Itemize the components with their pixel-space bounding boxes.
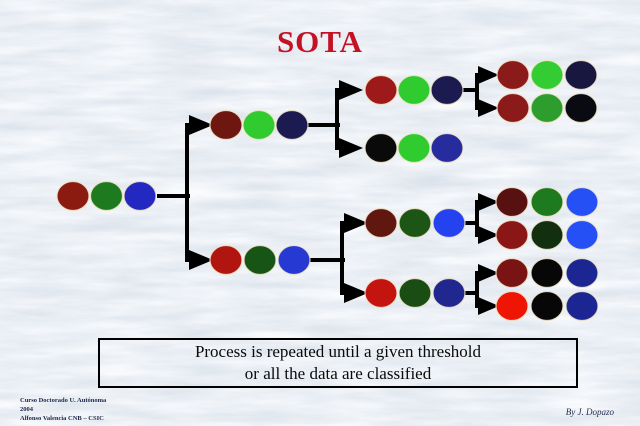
tree-node-leaf-top-upper-1-3 <box>564 59 598 91</box>
tree-node-branch-top-3 <box>275 109 309 141</box>
tree-node-leaf-bot-upper-2-1 <box>495 219 529 251</box>
tree-node-leaf-top-upper-1-1 <box>496 59 530 91</box>
branch-arrow-icon-11 <box>478 297 499 315</box>
tree-node-branch-bot-upper-3 <box>432 207 466 239</box>
branch-arrow-icon-5 <box>344 283 368 303</box>
course-credit: Curso Doctorado U. Autónoma 2004 Alfonso… <box>20 397 106 423</box>
tree-node-branch-bottom-1 <box>209 244 243 276</box>
tree-node-branch-top-lower-3 <box>430 132 464 164</box>
tree-node-leaf-bot-upper-1-3 <box>565 186 599 218</box>
branch-arrow-icon-10 <box>478 264 499 282</box>
branch-arrow-icon-4 <box>344 213 368 233</box>
tree-node-branch-bottom-3 <box>277 244 311 276</box>
tree-node-branch-top-2 <box>242 109 276 141</box>
tree-node-leaf-bot-upper-2-2 <box>530 219 564 251</box>
branch-arrow-icon-8 <box>478 193 499 211</box>
tree-node-branch-bottom-2 <box>243 244 277 276</box>
author-credit: By J. Dopazo <box>565 407 614 417</box>
tree-node-leaf-top-upper-2-2 <box>530 92 564 124</box>
tree-node-branch-top-lower-2 <box>397 132 431 164</box>
branch-arrow-icon-3 <box>339 138 363 158</box>
tree-node-branch-bot-lower-3 <box>432 277 466 309</box>
tree-node-root-3 <box>123 180 157 212</box>
tree-node-branch-top-1 <box>209 109 243 141</box>
tree-node-branch-bot-upper-2 <box>398 207 432 239</box>
tree-node-leaf-bot-lower-1-3 <box>565 257 599 289</box>
tree-node-leaf-bot-upper-2-3 <box>565 219 599 251</box>
credit-line-1: Curso Doctorado U. Autónoma <box>20 397 107 404</box>
caption-line-1: Process is repeated until a given thresh… <box>194 341 482 361</box>
slide-title: SOTA <box>276 24 364 59</box>
tree-node-leaf-bot-lower-2-3 <box>565 290 599 322</box>
branch-arrow-icon-7 <box>478 99 499 117</box>
tree-node-branch-bot-upper-1 <box>364 207 398 239</box>
tree-node-leaf-bot-lower-1-2 <box>530 257 564 289</box>
tree-node-leaf-top-upper-1-2 <box>530 59 564 91</box>
branch-arrow-icon-0 <box>189 115 213 135</box>
caption-line-2: or all the data are classified <box>244 364 432 383</box>
tree-node-root-1 <box>56 180 90 212</box>
branch-arrow-icon-9 <box>478 226 499 244</box>
tree-node-branch-bot-lower-2 <box>398 277 432 309</box>
tree-node-leaf-bot-lower-2-2 <box>530 290 564 322</box>
branch-arrow-icon-1 <box>189 250 213 270</box>
tree-node-branch-top-upper-3 <box>430 74 464 106</box>
tree-node-leaf-bot-lower-1-1 <box>495 257 529 289</box>
tree-node-leaf-top-upper-2-3 <box>564 92 598 124</box>
tree-node-branch-top-upper-1 <box>364 74 398 106</box>
branch-arrow-icon-6 <box>478 66 499 84</box>
caption-box: Process is repeated until a given thresh… <box>98 338 578 388</box>
credit-line-3: Alfonso Valencia CNB – CSIC <box>20 414 104 422</box>
tree-node-leaf-bot-upper-1-1 <box>495 186 529 218</box>
tree-node-leaf-bot-lower-2-1 <box>495 290 529 322</box>
tree-node-branch-top-lower-1 <box>364 132 398 164</box>
credit-line-2: 2004 <box>20 405 33 413</box>
tree-node-branch-top-upper-2 <box>397 74 431 106</box>
tree-node-root-2 <box>89 180 124 212</box>
tree-node-leaf-top-upper-2-1 <box>496 92 530 124</box>
tree-node-leaf-bot-upper-1-2 <box>530 186 564 218</box>
branch-arrow-icon-2 <box>339 80 363 100</box>
tree-node-branch-bot-lower-1 <box>364 277 398 309</box>
